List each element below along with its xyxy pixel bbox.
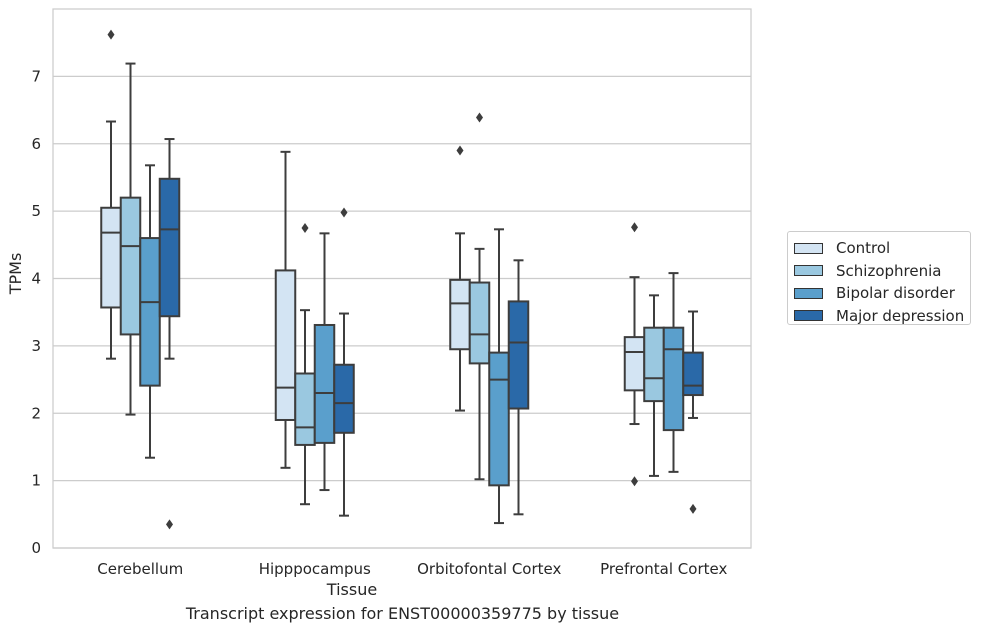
legend-swatch bbox=[794, 265, 823, 277]
legend-item: Schizophrenia bbox=[794, 260, 970, 283]
box-group bbox=[662, 272, 685, 473]
box-group bbox=[119, 62, 142, 416]
legend-label: Bipolar disorder bbox=[836, 284, 955, 303]
legend-label: Schizophrenia bbox=[836, 261, 942, 280]
outlier-point bbox=[631, 222, 638, 233]
legend: Control Schizophrenia Bipolar disorder Majo… bbox=[787, 231, 971, 325]
box-iqr bbox=[507, 300, 530, 410]
box-iqr bbox=[662, 326, 685, 432]
y-tick-label: 6 bbox=[31, 135, 41, 153]
legend-swatch bbox=[794, 242, 823, 254]
outlier-point bbox=[631, 476, 638, 487]
box-iqr bbox=[274, 269, 297, 421]
figure-caption: Transcript expression for ENST0000035977… bbox=[185, 604, 620, 623]
box-iqr bbox=[119, 196, 142, 336]
outlier-point bbox=[166, 519, 173, 530]
y-axis-title: TPMs bbox=[6, 253, 25, 296]
box-iqr bbox=[643, 326, 665, 403]
box-group bbox=[507, 259, 530, 516]
box-iqr bbox=[468, 281, 491, 365]
box-group bbox=[468, 112, 491, 481]
outlier-point bbox=[689, 503, 697, 514]
y-tick-label: 5 bbox=[31, 202, 41, 220]
box-group bbox=[294, 222, 316, 506]
legend-swatch bbox=[794, 287, 823, 299]
legend-item: Bipolar disorder bbox=[794, 282, 970, 305]
legend-swatch bbox=[794, 310, 823, 322]
legend-label: Major depression bbox=[836, 306, 965, 325]
outlier-point bbox=[107, 29, 115, 40]
box-group bbox=[139, 164, 161, 459]
legend-label: Control bbox=[836, 239, 891, 258]
box-iqr bbox=[158, 177, 181, 318]
y-tick-label: 7 bbox=[31, 67, 41, 85]
y-tick-label: 0 bbox=[31, 539, 41, 557]
box-group bbox=[333, 207, 355, 517]
plot-frame bbox=[52, 8, 752, 549]
box-group bbox=[643, 294, 665, 477]
box-group bbox=[682, 310, 704, 514]
box-iqr bbox=[449, 278, 471, 351]
x-tick-label: Orbitofontal Cortex bbox=[417, 560, 561, 578]
box-group bbox=[623, 222, 646, 487]
tick-labels: 0 1 2 3 4 5 6 7 Cerebellum Hipppocampus Orbitofont… bbox=[31, 67, 727, 578]
box-group bbox=[100, 29, 122, 360]
box-group bbox=[313, 232, 336, 492]
box-layer bbox=[100, 29, 704, 530]
outlier-point bbox=[476, 112, 483, 123]
y-tick-label: 4 bbox=[31, 270, 41, 288]
box-iqr bbox=[333, 363, 355, 434]
x-tick-label: Prefrontal Cortex bbox=[600, 560, 727, 578]
box-iqr bbox=[100, 206, 122, 309]
box-iqr bbox=[294, 372, 316, 446]
box-iqr bbox=[488, 351, 510, 487]
x-tick-label: Hipppocampus bbox=[259, 560, 371, 578]
y-tick-label: 3 bbox=[31, 337, 41, 355]
x-axis-title: Tissue bbox=[326, 580, 377, 599]
box-group bbox=[158, 138, 181, 530]
outlier-point bbox=[456, 145, 464, 156]
box-iqr bbox=[139, 237, 161, 387]
legend-item: Major depression bbox=[794, 305, 970, 328]
box-group bbox=[274, 150, 297, 469]
outlier-point bbox=[340, 207, 348, 218]
box-iqr bbox=[682, 351, 704, 397]
box-iqr bbox=[313, 323, 336, 444]
outlier-point bbox=[301, 222, 309, 233]
legend-item: Control bbox=[794, 237, 970, 260]
x-tick-label: Cerebellum bbox=[97, 560, 183, 578]
y-tick-label: 1 bbox=[31, 472, 41, 490]
box-iqr bbox=[623, 336, 646, 392]
y-tick-label: 2 bbox=[31, 404, 41, 422]
box-group bbox=[488, 228, 510, 525]
